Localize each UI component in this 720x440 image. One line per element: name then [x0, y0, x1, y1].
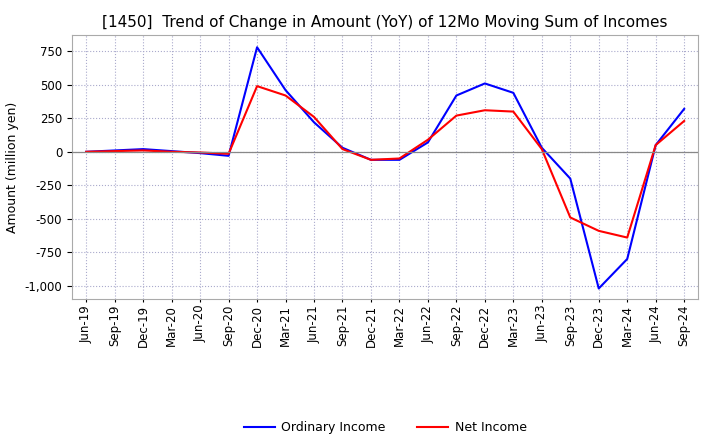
Net Income [395, 156, 404, 161]
Net Income [452, 113, 461, 118]
Ordinary Income [338, 145, 347, 150]
Net Income [680, 118, 688, 124]
Ordinary Income [537, 145, 546, 150]
Ordinary Income [509, 90, 518, 95]
Ordinary Income [566, 176, 575, 181]
Ordinary Income [395, 157, 404, 162]
Ordinary Income [167, 148, 176, 154]
Net Income [566, 215, 575, 220]
Line: Ordinary Income: Ordinary Income [86, 47, 684, 289]
Ordinary Income [196, 150, 204, 156]
Ordinary Income [366, 157, 375, 162]
Net Income [253, 84, 261, 89]
Ordinary Income [652, 143, 660, 148]
Net Income [310, 114, 318, 120]
Net Income [652, 143, 660, 148]
Ordinary Income [480, 81, 489, 86]
Ordinary Income [310, 120, 318, 125]
Net Income [282, 93, 290, 98]
Legend: Ordinary Income, Net Income: Ordinary Income, Net Income [239, 416, 531, 439]
Net Income [595, 228, 603, 234]
Ordinary Income [423, 140, 432, 145]
Net Income [338, 147, 347, 152]
Net Income [110, 148, 119, 154]
Ordinary Income [452, 93, 461, 98]
Net Income [196, 150, 204, 155]
Net Income [366, 157, 375, 162]
Ordinary Income [282, 88, 290, 93]
Y-axis label: Amount (million yen): Amount (million yen) [6, 102, 19, 233]
Net Income [139, 148, 148, 153]
Net Income [480, 108, 489, 113]
Net Income [423, 137, 432, 143]
Ordinary Income [253, 44, 261, 50]
Ordinary Income [225, 153, 233, 158]
Net Income [509, 109, 518, 114]
Net Income [82, 149, 91, 154]
Ordinary Income [595, 286, 603, 291]
Ordinary Income [680, 106, 688, 112]
Net Income [225, 151, 233, 157]
Net Income [623, 235, 631, 240]
Net Income [537, 147, 546, 152]
Line: Net Income: Net Income [86, 86, 684, 238]
Ordinary Income [139, 147, 148, 152]
Ordinary Income [110, 148, 119, 153]
Title: [1450]  Trend of Change in Amount (YoY) of 12Mo Moving Sum of Incomes: [1450] Trend of Change in Amount (YoY) o… [102, 15, 668, 30]
Net Income [167, 149, 176, 154]
Ordinary Income [623, 257, 631, 262]
Ordinary Income [82, 149, 91, 154]
